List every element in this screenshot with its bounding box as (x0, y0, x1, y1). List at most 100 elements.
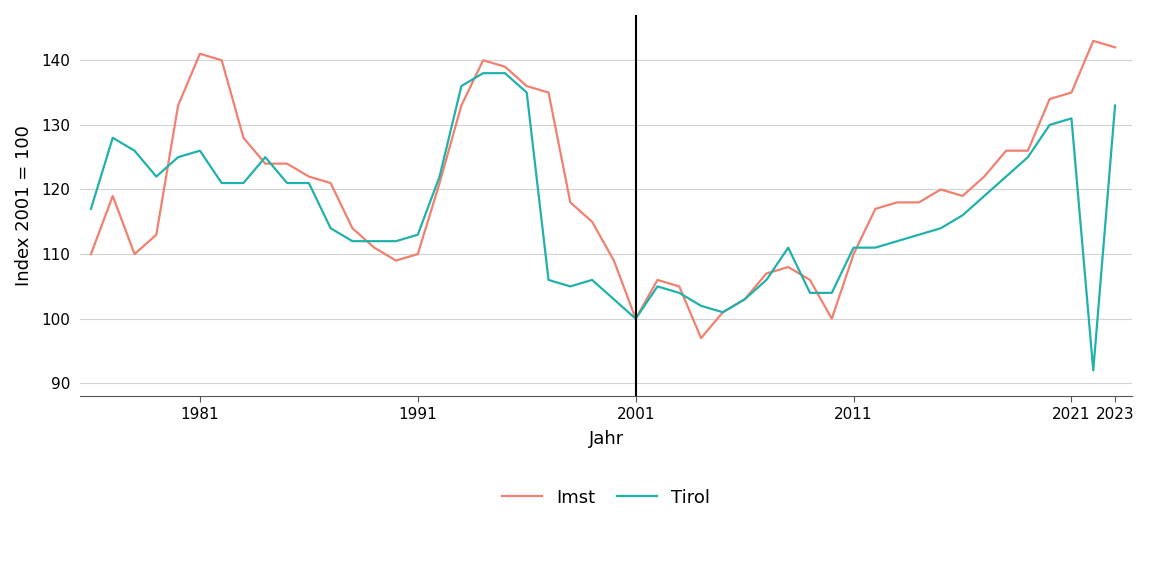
Tirol (520, 89, 533, 96)
Imst (759, 270, 773, 277)
Tirol (324, 225, 338, 232)
Tirol (977, 192, 991, 199)
Tirol (869, 244, 882, 251)
Imst (1043, 96, 1056, 103)
Imst (695, 335, 708, 342)
Tirol (847, 244, 861, 251)
Tirol (585, 276, 599, 283)
Tirol (258, 154, 272, 161)
Y-axis label: Index 2001 = 100: Index 2001 = 100 (15, 125, 33, 286)
Tirol (214, 180, 228, 187)
Tirol (346, 238, 359, 245)
Imst (498, 63, 511, 70)
Imst (999, 147, 1013, 154)
Imst (956, 192, 970, 199)
Imst (869, 206, 882, 213)
Tirol (715, 309, 729, 316)
Imst (803, 276, 817, 283)
Imst (150, 231, 164, 238)
Tirol (695, 302, 708, 309)
Line: Tirol: Tirol (91, 73, 1115, 370)
Imst (324, 180, 338, 187)
Imst (476, 57, 490, 64)
Imst (106, 192, 120, 199)
Tirol (563, 283, 577, 290)
Tirol (759, 276, 773, 283)
Tirol (128, 147, 142, 154)
Tirol (629, 315, 643, 322)
Tirol (1021, 154, 1034, 161)
Imst (1108, 44, 1122, 51)
Imst (651, 276, 665, 283)
Tirol (454, 82, 468, 89)
Tirol (1043, 122, 1056, 128)
Imst (912, 199, 926, 206)
Tirol (1086, 367, 1100, 374)
Imst (977, 173, 991, 180)
Imst (1064, 89, 1078, 96)
Tirol (673, 289, 687, 296)
Tirol (934, 225, 948, 232)
Imst (172, 102, 185, 109)
Imst (346, 225, 359, 232)
Tirol (150, 173, 164, 180)
Tirol (84, 206, 98, 213)
Imst (411, 251, 425, 257)
Tirol (411, 231, 425, 238)
Imst (520, 82, 533, 89)
Tirol (956, 212, 970, 219)
Imst (1021, 147, 1034, 154)
Imst (715, 309, 729, 316)
Imst (302, 173, 316, 180)
Imst (585, 218, 599, 225)
X-axis label: Jahr: Jahr (589, 430, 624, 448)
Tirol (194, 147, 207, 154)
Tirol (367, 238, 381, 245)
Imst (280, 160, 294, 167)
Tirol (1108, 102, 1122, 109)
Tirol (433, 173, 447, 180)
Tirol (999, 173, 1013, 180)
Tirol (737, 296, 751, 303)
Imst (890, 199, 904, 206)
Tirol (236, 180, 250, 187)
Tirol (1064, 115, 1078, 122)
Legend: Imst, Tirol: Imst, Tirol (495, 482, 718, 514)
Tirol (498, 70, 511, 77)
Tirol (825, 289, 839, 296)
Tirol (476, 70, 490, 77)
Imst (541, 89, 555, 96)
Tirol (541, 276, 555, 283)
Imst (84, 251, 98, 257)
Imst (607, 257, 621, 264)
Imst (563, 199, 577, 206)
Line: Imst: Imst (91, 41, 1115, 338)
Imst (236, 134, 250, 141)
Tirol (651, 283, 665, 290)
Tirol (172, 154, 185, 161)
Imst (737, 296, 751, 303)
Tirol (607, 296, 621, 303)
Imst (673, 283, 687, 290)
Tirol (302, 180, 316, 187)
Tirol (912, 231, 926, 238)
Tirol (280, 180, 294, 187)
Tirol (890, 238, 904, 245)
Imst (1086, 37, 1100, 44)
Imst (214, 57, 228, 64)
Tirol (803, 289, 817, 296)
Imst (194, 50, 207, 57)
Imst (629, 315, 643, 322)
Imst (258, 160, 272, 167)
Imst (825, 315, 839, 322)
Imst (934, 186, 948, 193)
Imst (367, 244, 381, 251)
Tirol (781, 244, 795, 251)
Imst (847, 251, 861, 257)
Imst (454, 102, 468, 109)
Imst (433, 180, 447, 187)
Tirol (389, 238, 403, 245)
Imst (128, 251, 142, 257)
Tirol (106, 134, 120, 141)
Imst (781, 264, 795, 271)
